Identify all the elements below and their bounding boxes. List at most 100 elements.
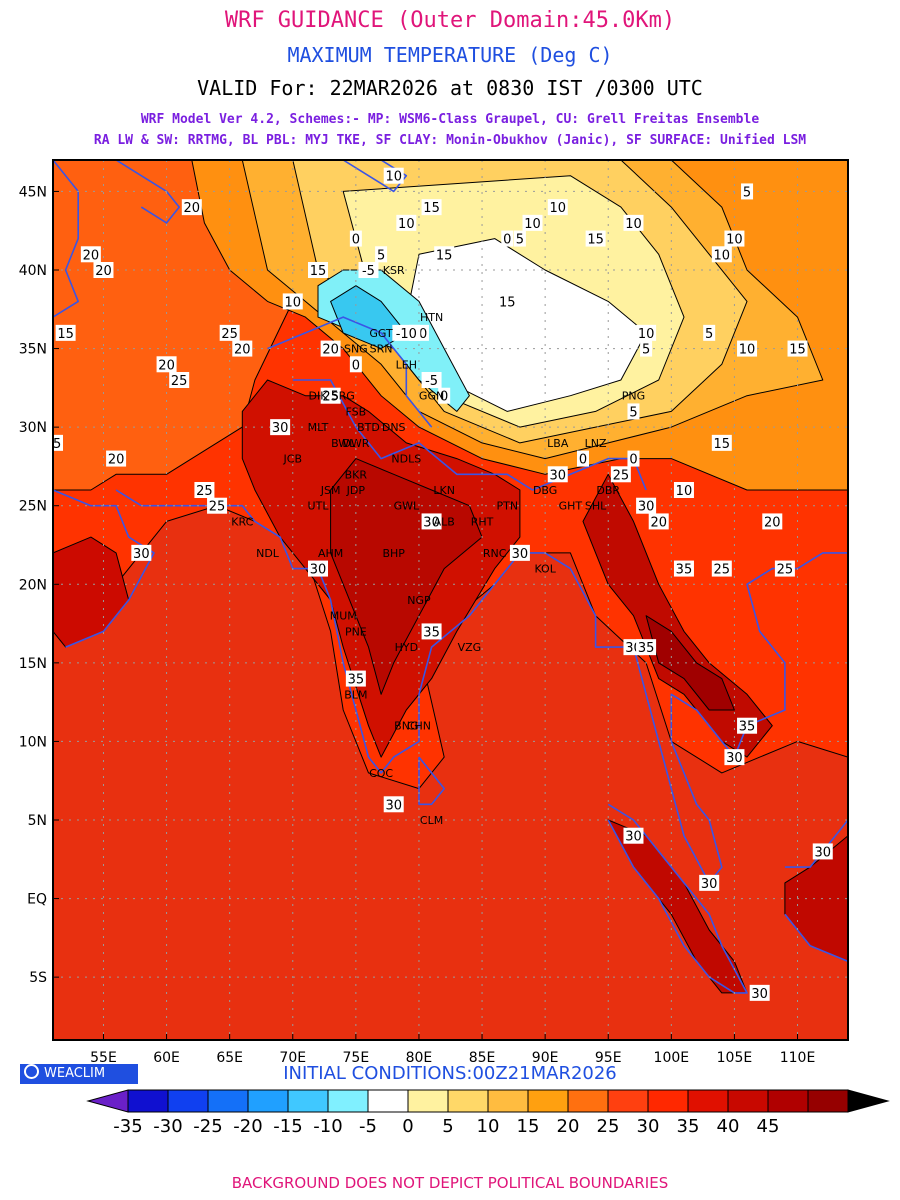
city-label: GHT <box>559 500 583 513</box>
colorbar-swatch <box>607 1089 649 1113</box>
x-tick-label: 90E <box>532 1050 559 1066</box>
contour-label: 20 <box>95 264 112 279</box>
coastline-6 <box>53 160 79 318</box>
variable-title: MAXIMUM TEMPERATURE (Deg C) <box>287 43 613 67</box>
colorbar-swatch <box>167 1089 209 1113</box>
contour-label-bg <box>181 199 202 216</box>
contour-label: 15 <box>499 295 516 310</box>
contour-label-bg <box>270 419 291 436</box>
y-tick-label: 25N <box>19 499 47 515</box>
city-label: KOL <box>534 563 556 576</box>
contour-label-bg <box>156 356 177 373</box>
contour-label-bg <box>774 560 795 577</box>
contour-label-bg <box>80 246 101 263</box>
contour-label: 25 <box>171 374 188 389</box>
contour-label: 5 <box>743 185 751 200</box>
city-label: SHL <box>585 500 607 513</box>
y-tick-label: 10N <box>19 734 47 750</box>
colorbar-tick-label: -35 <box>113 1116 142 1137</box>
city-label: HTN <box>420 311 443 324</box>
city-label: GGT <box>369 327 393 340</box>
contour-label: 15 <box>423 201 440 216</box>
contour-label-bg <box>421 623 442 640</box>
contour-label: 20 <box>83 248 100 263</box>
contour-label: 5 <box>516 233 524 248</box>
contour-label: 15 <box>714 437 731 452</box>
y-tick-label: EQ <box>27 892 47 908</box>
contour-label-bg <box>724 749 745 766</box>
x-tick-label: 55E <box>90 1050 117 1066</box>
contour-label-bg <box>623 214 644 231</box>
contour-label: 20 <box>322 343 339 358</box>
contour-label-bg <box>636 497 657 514</box>
contour-label: 10 <box>739 343 756 358</box>
contour-label: 10 <box>549 201 566 216</box>
valid-time: VALID For: 22MAR2026 at 0830 IST /0300 U… <box>197 76 703 100</box>
contour-label-bg <box>93 262 114 278</box>
city-label: PNE <box>345 625 367 638</box>
contour-label-bg <box>131 544 152 561</box>
city-label: PNG <box>622 390 645 403</box>
contour-label: 5 <box>377 248 385 263</box>
city-label: MUM <box>330 610 357 623</box>
contour-label: -5 <box>425 374 438 389</box>
x-tick-label: 105E <box>717 1050 753 1066</box>
contour-label: 25 <box>322 390 339 405</box>
contour-label-bg <box>53 434 63 451</box>
model-schemes-line1: WRF Model Ver 4.2, Schemes:- MP: WSM6-Cl… <box>140 112 760 127</box>
city-label: CLM <box>420 814 443 827</box>
contour-label: 20 <box>158 358 175 373</box>
contour-label-bg <box>749 984 770 1001</box>
x-tick-label: 70E <box>279 1050 306 1066</box>
colorbar-tick-label: 30 <box>637 1116 660 1137</box>
contour-label: 10 <box>638 327 655 342</box>
coastline-2 <box>418 756 446 806</box>
model-schemes-line2: RA LW & SW: RRTMG, BL PBL: MYJ TKE, SF C… <box>93 133 807 148</box>
colorbar-swatch <box>207 1089 249 1113</box>
colorbar-swatch <box>247 1089 289 1113</box>
contour-label-bg <box>194 482 215 498</box>
colorbar-tick-label: 35 <box>677 1116 700 1137</box>
contour-label-bg <box>320 387 341 404</box>
contour-label-bg <box>741 183 754 200</box>
contour-label: 10 <box>284 295 301 310</box>
city-label: BTD <box>357 421 380 434</box>
contour-label: 15 <box>310 264 327 279</box>
contour-label: 25 <box>209 500 226 515</box>
city-label: ALB <box>434 515 455 528</box>
city-label: NDLS <box>391 453 421 466</box>
city-label: BKR <box>345 468 368 481</box>
y-tick-label: 40N <box>19 263 47 279</box>
colorbar-tick-label: 10 <box>477 1116 500 1137</box>
contour-label: 30 <box>272 421 289 436</box>
y-tick-label: 45N <box>19 184 47 200</box>
contour-label: 0 <box>440 390 448 405</box>
contour-label: -10 <box>396 327 417 342</box>
city-label: CHN <box>407 720 431 733</box>
contour-label-bg <box>421 199 442 216</box>
contour-label-bg <box>547 466 568 483</box>
y-tick-label: 35N <box>19 342 47 358</box>
colorbar-tick-label: -25 <box>193 1116 222 1137</box>
contour-label: 15 <box>587 233 604 248</box>
contour-label-bg <box>673 482 694 498</box>
coastline-9 <box>292 379 647 491</box>
colorbar-swatch <box>407 1089 449 1113</box>
contour-label-bg <box>392 324 421 341</box>
contour-label: 25 <box>45 437 62 452</box>
footer-note: BACKGROUND DOES NOT DEPICT POLITICAL BOU… <box>231 1174 669 1192</box>
contour-label-bg <box>648 513 669 530</box>
colorbar-swatch <box>487 1089 529 1113</box>
contour-label-bg <box>711 246 732 263</box>
colorbar-swatch <box>287 1089 329 1113</box>
city-label: DBR <box>596 484 620 497</box>
city-label: COC <box>369 767 393 780</box>
contour-label: 25 <box>221 327 238 342</box>
colorbar-tick-label: 25 <box>597 1116 620 1137</box>
contour-label-bg <box>547 199 568 216</box>
city-label: GWL <box>394 500 420 513</box>
contour-label-bg <box>610 466 631 483</box>
contour-label-bg <box>509 544 530 561</box>
contour-label: 30 <box>310 563 327 578</box>
contour-label: 15 <box>789 343 806 358</box>
